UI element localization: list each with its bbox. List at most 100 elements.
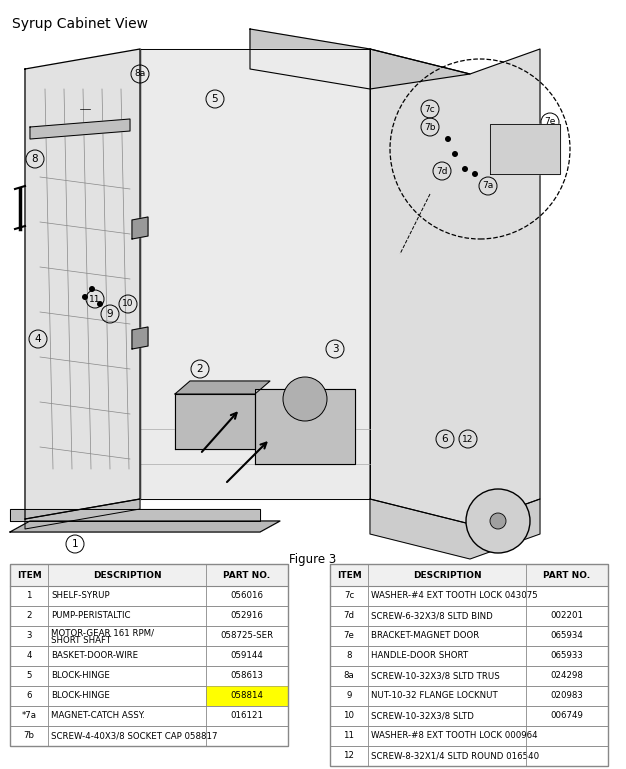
- Polygon shape: [175, 381, 270, 394]
- Text: SCREW-8-32X1/4 SLTD ROUND 016540: SCREW-8-32X1/4 SLTD ROUND 016540: [371, 751, 539, 761]
- Circle shape: [445, 136, 451, 142]
- Text: SCREW-10-32X3/8 SLTD: SCREW-10-32X3/8 SLTD: [371, 711, 474, 721]
- Bar: [10, 564, 288, 746]
- Text: 3: 3: [26, 631, 32, 641]
- Text: DESCRIPTION: DESCRIPTION: [413, 571, 481, 580]
- Text: 058814: 058814: [230, 691, 264, 701]
- Polygon shape: [255, 389, 355, 464]
- Text: *7a: *7a: [21, 711, 36, 721]
- Bar: [330, 606, 608, 626]
- Text: 006749: 006749: [550, 711, 583, 721]
- Text: 2: 2: [26, 611, 32, 621]
- Text: 7d: 7d: [436, 167, 448, 175]
- Bar: [10, 706, 288, 726]
- Text: Syrup Cabinet View: Syrup Cabinet View: [12, 17, 148, 31]
- Circle shape: [472, 171, 478, 177]
- Circle shape: [89, 286, 95, 292]
- Text: 4: 4: [34, 334, 41, 344]
- Text: DESCRIPTION: DESCRIPTION: [93, 571, 162, 580]
- Bar: [10, 626, 288, 646]
- Polygon shape: [175, 394, 255, 449]
- Bar: [330, 746, 608, 766]
- Text: SHELF-SYRUP: SHELF-SYRUP: [51, 591, 110, 601]
- Polygon shape: [490, 124, 560, 174]
- Circle shape: [462, 166, 468, 172]
- Text: 12: 12: [344, 751, 354, 761]
- Polygon shape: [30, 119, 130, 139]
- Polygon shape: [140, 49, 370, 499]
- Text: BASKET-DOOR-WIRE: BASKET-DOOR-WIRE: [51, 651, 138, 661]
- Text: 065933: 065933: [550, 651, 583, 661]
- Bar: [10, 564, 288, 586]
- Text: MAGNET-CATCH ASSY.: MAGNET-CATCH ASSY.: [51, 711, 145, 721]
- Text: MOTOR-GEAR 161 RPM/: MOTOR-GEAR 161 RPM/: [51, 628, 154, 637]
- Circle shape: [82, 294, 88, 300]
- Text: NUT-10-32 FLANGE LOCKNUT: NUT-10-32 FLANGE LOCKNUT: [371, 691, 498, 701]
- Circle shape: [466, 489, 530, 553]
- Polygon shape: [370, 499, 540, 559]
- Text: 7b: 7b: [24, 731, 34, 741]
- Text: 016121: 016121: [230, 711, 264, 721]
- Text: 058725-SER: 058725-SER: [220, 631, 274, 641]
- Text: ITEM: ITEM: [337, 571, 361, 580]
- Text: PART NO.: PART NO.: [223, 571, 270, 580]
- Text: 7a: 7a: [483, 181, 494, 191]
- Text: 3: 3: [332, 344, 338, 354]
- Bar: [10, 586, 288, 606]
- Text: 6: 6: [442, 434, 448, 444]
- Text: 11: 11: [90, 295, 101, 304]
- Bar: [10, 646, 288, 666]
- Text: 059144: 059144: [230, 651, 264, 661]
- Polygon shape: [132, 327, 148, 349]
- Bar: [330, 706, 608, 726]
- Text: 5: 5: [212, 94, 218, 104]
- Text: 12: 12: [463, 434, 474, 444]
- Text: 058613: 058613: [230, 671, 264, 681]
- Text: 056016: 056016: [230, 591, 264, 601]
- Bar: [330, 586, 608, 606]
- Polygon shape: [250, 29, 470, 89]
- Text: 7e: 7e: [344, 631, 354, 641]
- Bar: [330, 564, 608, 586]
- Text: 7d: 7d: [344, 611, 354, 621]
- Text: 9: 9: [346, 691, 352, 701]
- Bar: [330, 626, 608, 646]
- Text: 8: 8: [346, 651, 352, 661]
- Text: 4: 4: [26, 651, 32, 661]
- Bar: [330, 666, 608, 686]
- Circle shape: [283, 377, 327, 421]
- Text: 11: 11: [344, 731, 354, 741]
- Text: Figure 3: Figure 3: [289, 553, 337, 566]
- Bar: [10, 686, 288, 706]
- Text: 024298: 024298: [550, 671, 583, 681]
- Bar: [206, 686, 288, 706]
- Bar: [330, 564, 608, 766]
- Polygon shape: [132, 217, 148, 239]
- Text: BLOCK-HINGE: BLOCK-HINGE: [51, 671, 110, 681]
- Text: 7e: 7e: [545, 118, 556, 126]
- Text: 7c: 7c: [424, 105, 435, 114]
- Text: WASHER-#4 EXT TOOTH LOCK 043075: WASHER-#4 EXT TOOTH LOCK 043075: [371, 591, 538, 601]
- Bar: [10, 606, 288, 626]
- Text: SCREW-6-32X3/8 SLTD BIND: SCREW-6-32X3/8 SLTD BIND: [371, 611, 493, 621]
- Text: 10: 10: [344, 711, 354, 721]
- Text: 8: 8: [32, 154, 38, 164]
- Text: 2: 2: [197, 364, 203, 374]
- Polygon shape: [25, 49, 140, 519]
- Text: 1: 1: [72, 539, 78, 549]
- Polygon shape: [370, 49, 540, 524]
- Text: BRACKET-MAGNET DOOR: BRACKET-MAGNET DOOR: [371, 631, 480, 641]
- Text: 052916: 052916: [230, 611, 264, 621]
- Bar: [10, 666, 288, 686]
- Bar: [330, 646, 608, 666]
- Text: PART NO.: PART NO.: [543, 571, 590, 580]
- Text: 7c: 7c: [344, 591, 354, 601]
- Text: 065934: 065934: [550, 631, 583, 641]
- Text: WASHER-#8 EXT TOOTH LOCK 000964: WASHER-#8 EXT TOOTH LOCK 000964: [371, 731, 538, 741]
- Text: SHORT SHAFT: SHORT SHAFT: [51, 636, 111, 645]
- Circle shape: [452, 151, 458, 157]
- Polygon shape: [10, 521, 280, 532]
- Text: 10: 10: [122, 299, 134, 308]
- Bar: [330, 726, 608, 746]
- Polygon shape: [25, 499, 140, 529]
